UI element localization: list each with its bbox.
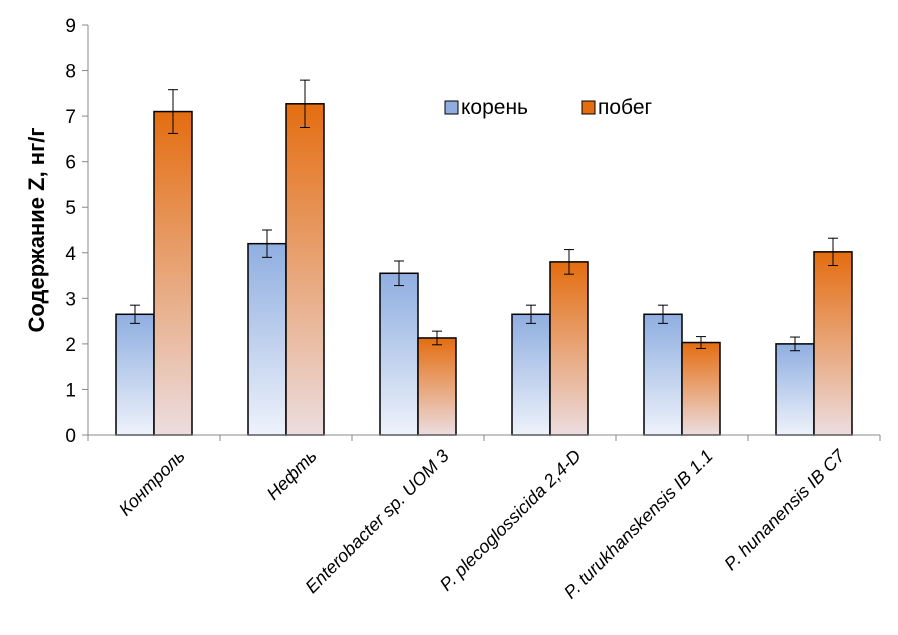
y-tick-label: 5 bbox=[65, 198, 76, 219]
bar-pobeg bbox=[813, 251, 853, 436]
error-bars bbox=[130, 79, 838, 352]
y-tick-label: 7 bbox=[65, 107, 76, 128]
x-category-label: Контроль bbox=[115, 446, 189, 520]
legend-label-pobeg: побег bbox=[598, 96, 653, 119]
bar-pobeg bbox=[681, 341, 721, 436]
y-tick-label: 2 bbox=[65, 335, 76, 356]
bar-pobeg bbox=[285, 103, 325, 436]
x-category-label: P. turukhanskensis IB 1.1 bbox=[560, 446, 717, 603]
bar-koren bbox=[643, 313, 683, 436]
bars bbox=[115, 103, 853, 436]
bar-pobeg bbox=[153, 110, 193, 436]
y-tick-label: 9 bbox=[65, 16, 76, 37]
x-category-label: Enterobacter sp. UOM 3 bbox=[301, 446, 452, 597]
bar-koren bbox=[775, 343, 815, 436]
x-category-label: P. plecoglossicida 2,4-D bbox=[436, 446, 585, 595]
x-category-label: P. hunanensis IB C7 bbox=[720, 445, 849, 574]
y-tick-label: 6 bbox=[65, 153, 76, 174]
bar-koren bbox=[247, 242, 287, 436]
y-tick-label: 1 bbox=[65, 380, 76, 401]
axes bbox=[87, 25, 881, 441]
legend-swatch-pobeg bbox=[581, 100, 596, 115]
legend-swatch-koren bbox=[444, 100, 459, 115]
bar-pobeg bbox=[549, 261, 589, 436]
y-axis-ticks: 0 1 2 3 4 5 6 7 8 9 bbox=[65, 16, 88, 447]
bar-koren bbox=[511, 313, 551, 436]
bar-koren bbox=[115, 313, 155, 436]
bar-koren bbox=[379, 272, 419, 436]
y-tick-label: 4 bbox=[65, 244, 76, 265]
y-tick-label: 8 bbox=[65, 62, 76, 83]
legend: корень побег bbox=[444, 96, 653, 119]
y-axis-label: Содержание Z, нг/г bbox=[24, 127, 49, 332]
y-tick-label: 0 bbox=[65, 426, 76, 447]
y-tick-label: 3 bbox=[65, 289, 76, 310]
x-category-label: Нефть bbox=[263, 446, 321, 504]
legend-label-koren: корень bbox=[461, 96, 528, 119]
bar-pobeg bbox=[417, 337, 457, 436]
